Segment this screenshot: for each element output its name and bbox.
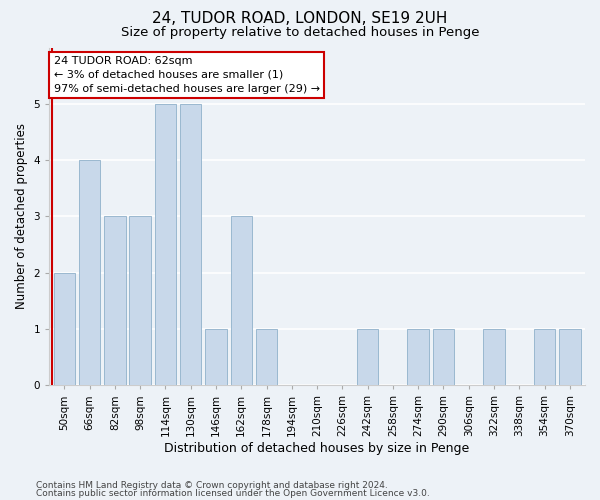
Text: 24 TUDOR ROAD: 62sqm
← 3% of detached houses are smaller (1)
97% of semi-detache: 24 TUDOR ROAD: 62sqm ← 3% of detached ho… [54,56,320,94]
Bar [180,104,202,386]
Text: Contains public sector information licensed under the Open Government Licence v3: Contains public sector information licen… [36,488,430,498]
Bar [407,329,429,386]
Bar [205,329,227,386]
Text: Size of property relative to detached houses in Penge: Size of property relative to detached ho… [121,26,479,39]
Bar [357,329,379,386]
Bar [104,216,125,386]
Bar [256,329,277,386]
Bar [79,160,100,386]
Text: 24, TUDOR ROAD, LONDON, SE19 2UH: 24, TUDOR ROAD, LONDON, SE19 2UH [152,11,448,26]
Bar [559,329,581,386]
Text: Contains HM Land Registry data © Crown copyright and database right 2024.: Contains HM Land Registry data © Crown c… [36,481,388,490]
Bar [53,272,75,386]
Bar [483,329,505,386]
Bar [155,104,176,386]
X-axis label: Distribution of detached houses by size in Penge: Distribution of detached houses by size … [164,442,470,455]
Y-axis label: Number of detached properties: Number of detached properties [15,124,28,310]
Bar [433,329,454,386]
Bar [130,216,151,386]
Bar [534,329,556,386]
Bar [230,216,252,386]
